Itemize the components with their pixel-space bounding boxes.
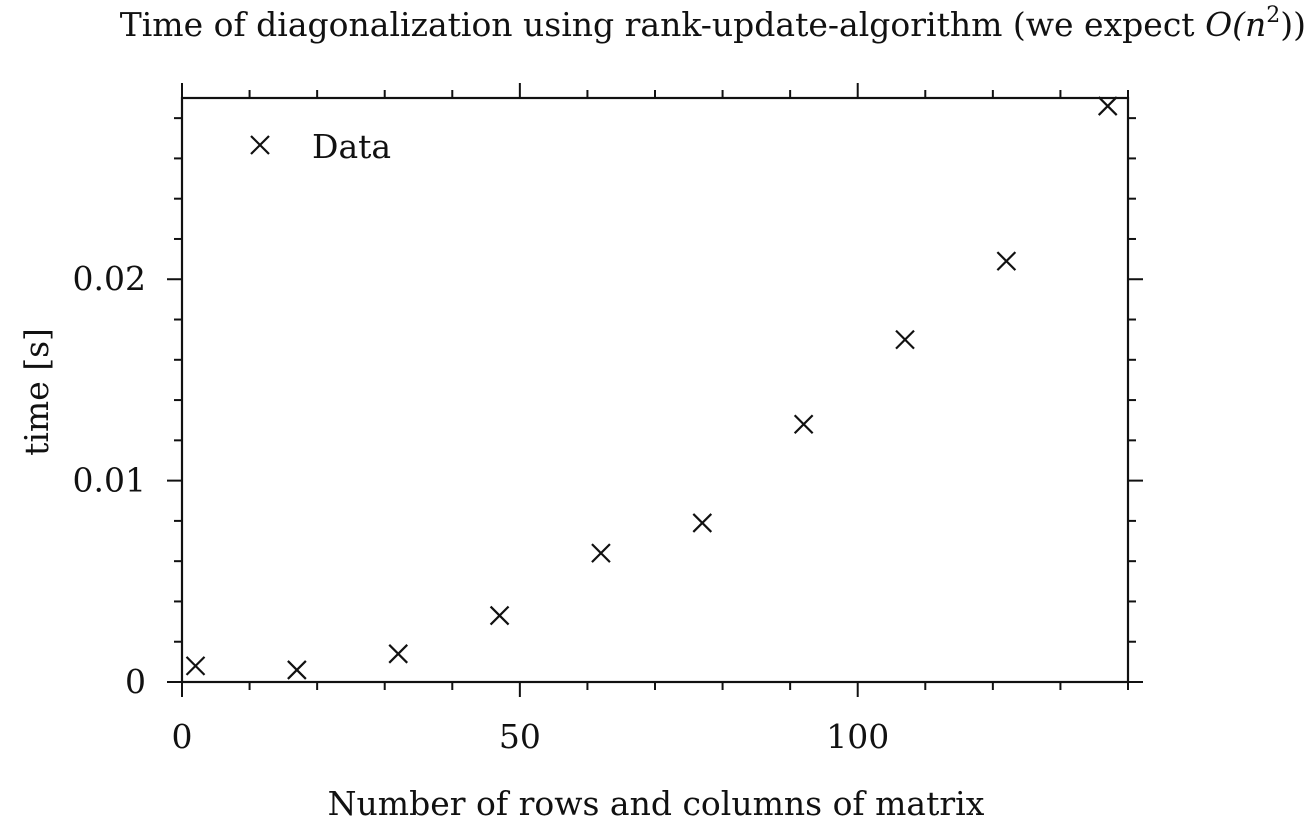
y-tick-label: 0.01 — [73, 461, 146, 500]
axes: 0 50 100 0 0.01 0.02 — [73, 83, 1143, 756]
plot-frame — [180, 96, 1130, 684]
chart-title: Time of diagonalization using rank-updat… — [120, 3, 1306, 44]
y-tick-label: 0.02 — [73, 259, 146, 298]
data-point — [692, 513, 713, 533]
legend: Data — [250, 127, 391, 166]
data-point — [1097, 96, 1118, 116]
data-point — [996, 251, 1017, 271]
y-axis-label: time [s] — [17, 328, 56, 456]
data-point — [489, 605, 510, 626]
chart-title-main: Time of diagonalization using rank-updat… — [120, 5, 1205, 44]
chart-title-superscript: 2 — [1266, 3, 1280, 28]
x-tick-label: 0 — [172, 717, 193, 756]
data-point — [185, 656, 206, 676]
legend-label: Data — [312, 127, 391, 166]
x-tick-label: 100 — [826, 717, 889, 756]
x-tick-label: 50 — [499, 717, 541, 756]
data-points — [185, 96, 1118, 680]
legend-marker — [250, 135, 270, 155]
data-point — [793, 414, 814, 435]
data-point — [591, 543, 611, 563]
y-tick-label: 0 — [125, 662, 146, 701]
x-axis-label: Number of rows and columns of matrix — [328, 784, 985, 817]
data-point — [388, 644, 409, 664]
chart-title-close: )) — [1280, 5, 1306, 44]
legend-marker-x — [250, 135, 270, 155]
chart-title-math: O(n — [1205, 5, 1266, 44]
data-point — [287, 660, 307, 680]
data-point — [895, 329, 915, 350]
